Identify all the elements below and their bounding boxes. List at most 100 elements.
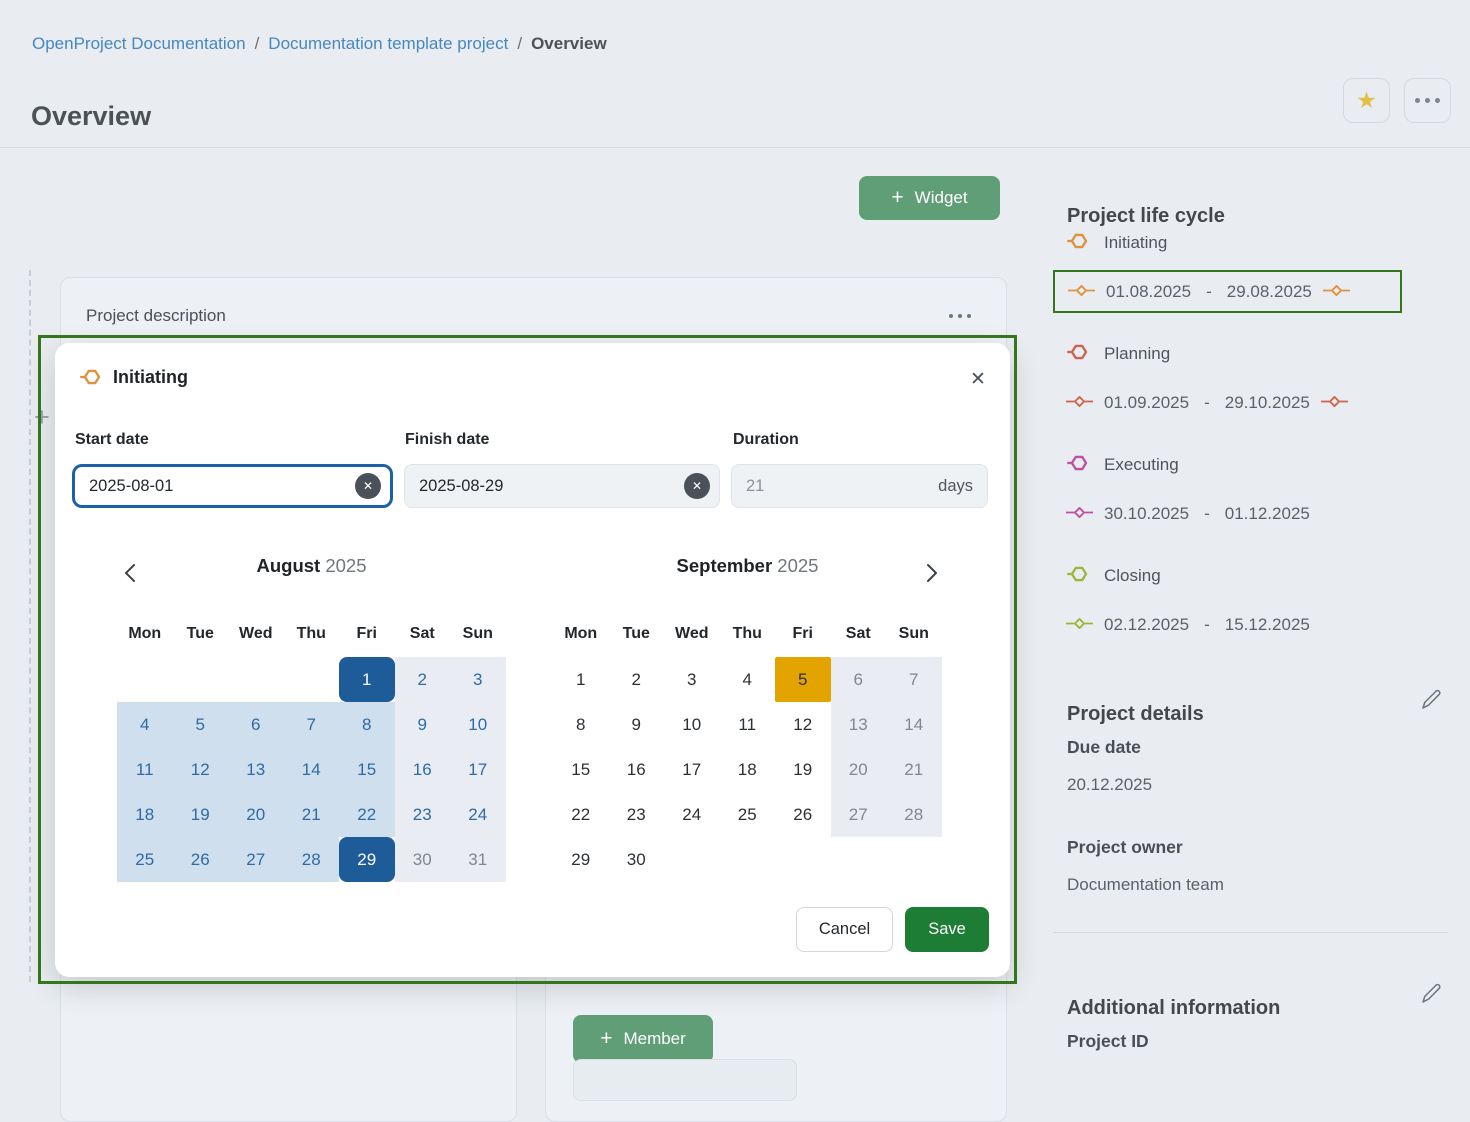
- day-cell-20[interactable]: 20: [830, 747, 886, 792]
- edit-details-pencil-icon[interactable]: [1418, 688, 1444, 714]
- day-cell-21[interactable]: 21: [283, 792, 339, 837]
- clear-finish-date-icon[interactable]: ✕: [684, 473, 710, 499]
- field: Project owner Documentation team: [1067, 828, 1427, 904]
- day-cell-25[interactable]: 25: [117, 837, 173, 882]
- phase-date-range[interactable]: 01.09.2025-29.10.2025: [1053, 381, 1402, 424]
- day-cell-26[interactable]: 26: [172, 837, 228, 882]
- day-cell-20[interactable]: 20: [228, 792, 284, 837]
- day-cell-24[interactable]: 24: [682, 804, 702, 824]
- additional-info-title: Additional information: [1067, 996, 1281, 1019]
- day-cell-28[interactable]: 28: [886, 792, 942, 837]
- day-cell-10[interactable]: 10: [450, 702, 506, 747]
- day-cell-27[interactable]: 27: [228, 837, 284, 882]
- day-cell-12[interactable]: 12: [172, 747, 228, 792]
- add-widget-handle-icon[interactable]: +: [34, 402, 50, 432]
- favorite-button[interactable]: ★: [1343, 78, 1390, 123]
- day-cell-5[interactable]: 5: [172, 702, 228, 747]
- day-cell-8[interactable]: 8: [339, 702, 395, 747]
- weekday-label: Tue: [186, 625, 214, 642]
- breadcrumb-item-1[interactable]: OpenProject Documentation: [32, 34, 246, 53]
- day-cell-28[interactable]: 28: [283, 837, 339, 882]
- day-cell-14[interactable]: 14: [283, 747, 339, 792]
- day-cell-15[interactable]: 15: [571, 759, 591, 779]
- day-cell-7[interactable]: 7: [886, 657, 942, 702]
- phase-date-range[interactable]: 01.08.2025-29.08.2025: [1053, 270, 1402, 313]
- day-cell-3[interactable]: 3: [687, 669, 697, 689]
- day-cell-15[interactable]: 15: [339, 747, 395, 792]
- day-cell-31[interactable]: 31: [450, 837, 506, 882]
- card-menu-icon[interactable]: [949, 314, 971, 318]
- page-title: Overview: [31, 101, 152, 132]
- phase-date-range[interactable]: 02.12.2025-15.12.2025: [1053, 603, 1402, 646]
- day-cell-6[interactable]: 6: [830, 657, 886, 702]
- day-cell-2[interactable]: 2: [394, 657, 450, 702]
- add-widget-button[interactable]: + Widget: [859, 176, 1000, 220]
- day-cell-3[interactable]: 3: [450, 657, 506, 702]
- save-button[interactable]: Save: [905, 907, 989, 952]
- phase-name-label: Planning: [1104, 344, 1171, 363]
- day-cell-29[interactable]: 29: [339, 837, 395, 882]
- day-cell-11[interactable]: 11: [738, 714, 757, 734]
- day-cell-7[interactable]: 7: [283, 702, 339, 747]
- day-cell-26[interactable]: 26: [793, 804, 813, 824]
- day-cell-29[interactable]: 29: [571, 849, 591, 869]
- day-cell-4[interactable]: 4: [742, 669, 752, 689]
- previous-month-button[interactable]: [119, 561, 143, 585]
- day-cell-27[interactable]: 27: [830, 792, 886, 837]
- day-cell-18[interactable]: 18: [737, 759, 757, 779]
- calendar-month-title: August 2025: [117, 555, 506, 583]
- day-cell-12[interactable]: 12: [793, 714, 813, 734]
- day-cell-13[interactable]: 13: [228, 747, 284, 792]
- day-cell-8[interactable]: 8: [576, 714, 586, 734]
- day-cell-25[interactable]: 25: [737, 804, 757, 824]
- day-cell-16[interactable]: 16: [626, 759, 646, 779]
- day-cell-21[interactable]: 21: [886, 747, 942, 792]
- day-cell-9[interactable]: 9: [394, 702, 450, 747]
- empty-day-cell: [284, 657, 340, 702]
- clear-start-date-icon[interactable]: ✕: [355, 473, 381, 499]
- day-cell-6[interactable]: 6: [228, 702, 284, 747]
- cancel-button[interactable]: Cancel: [796, 907, 893, 952]
- day-cell-2[interactable]: 2: [631, 669, 641, 689]
- phase-start-date: 30.10.2025: [1104, 503, 1190, 523]
- day-cell-1[interactable]: 1: [576, 669, 586, 689]
- day-cell-5[interactable]: 5: [775, 657, 831, 702]
- phase-date-range[interactable]: 30.10.2025-01.12.2025: [1053, 492, 1402, 535]
- empty-day-cell: [664, 837, 720, 882]
- day-cell-23[interactable]: 23: [626, 804, 646, 824]
- edit-additional-pencil-icon[interactable]: [1418, 982, 1444, 1008]
- day-cell-19[interactable]: 19: [793, 759, 813, 779]
- day-cell-18[interactable]: 18: [117, 792, 173, 837]
- day-cell-30[interactable]: 30: [626, 849, 646, 869]
- plus-icon: +: [891, 185, 904, 209]
- day-cell-24[interactable]: 24: [450, 792, 506, 837]
- day-cell-9[interactable]: 9: [631, 714, 641, 734]
- start-date-input[interactable]: 2025-08-01 ✕: [72, 464, 393, 508]
- add-member-button[interactable]: + Member: [573, 1015, 713, 1063]
- day-cell-17[interactable]: 17: [682, 759, 702, 779]
- day-cell-22[interactable]: 22: [339, 792, 395, 837]
- day-cell-16[interactable]: 16: [394, 747, 450, 792]
- day-cell-19[interactable]: 19: [172, 792, 228, 837]
- day-cell-23[interactable]: 23: [394, 792, 450, 837]
- weekday-label: Mon: [128, 625, 162, 642]
- day-cell-22[interactable]: 22: [571, 804, 591, 824]
- day-cell-11[interactable]: 11: [117, 747, 173, 792]
- day-cell-30[interactable]: 30: [394, 837, 450, 882]
- more-menu-button[interactable]: [1404, 78, 1451, 123]
- breadcrumb-item-2[interactable]: Documentation template project: [268, 34, 509, 53]
- phase-edit-dialog: Initiating ✕ Start date Finish date Dura…: [55, 343, 1010, 977]
- day-cell-4[interactable]: 4: [117, 702, 173, 747]
- phase-name-row: Closing: [1067, 561, 1449, 591]
- finish-date-input[interactable]: 2025-08-29 ✕: [404, 464, 720, 508]
- close-icon[interactable]: ✕: [960, 361, 996, 397]
- day-cell-17[interactable]: 17: [450, 747, 506, 792]
- empty-day-cell: [831, 837, 887, 882]
- day-cell-1[interactable]: 1: [339, 657, 395, 702]
- sidebar-divider: [1053, 932, 1448, 933]
- day-cell-10[interactable]: 10: [682, 714, 702, 734]
- project-details-title: Project details: [1067, 702, 1204, 725]
- day-cell-13[interactable]: 13: [830, 702, 886, 747]
- day-cell-14[interactable]: 14: [886, 702, 942, 747]
- next-month-button[interactable]: [919, 561, 943, 585]
